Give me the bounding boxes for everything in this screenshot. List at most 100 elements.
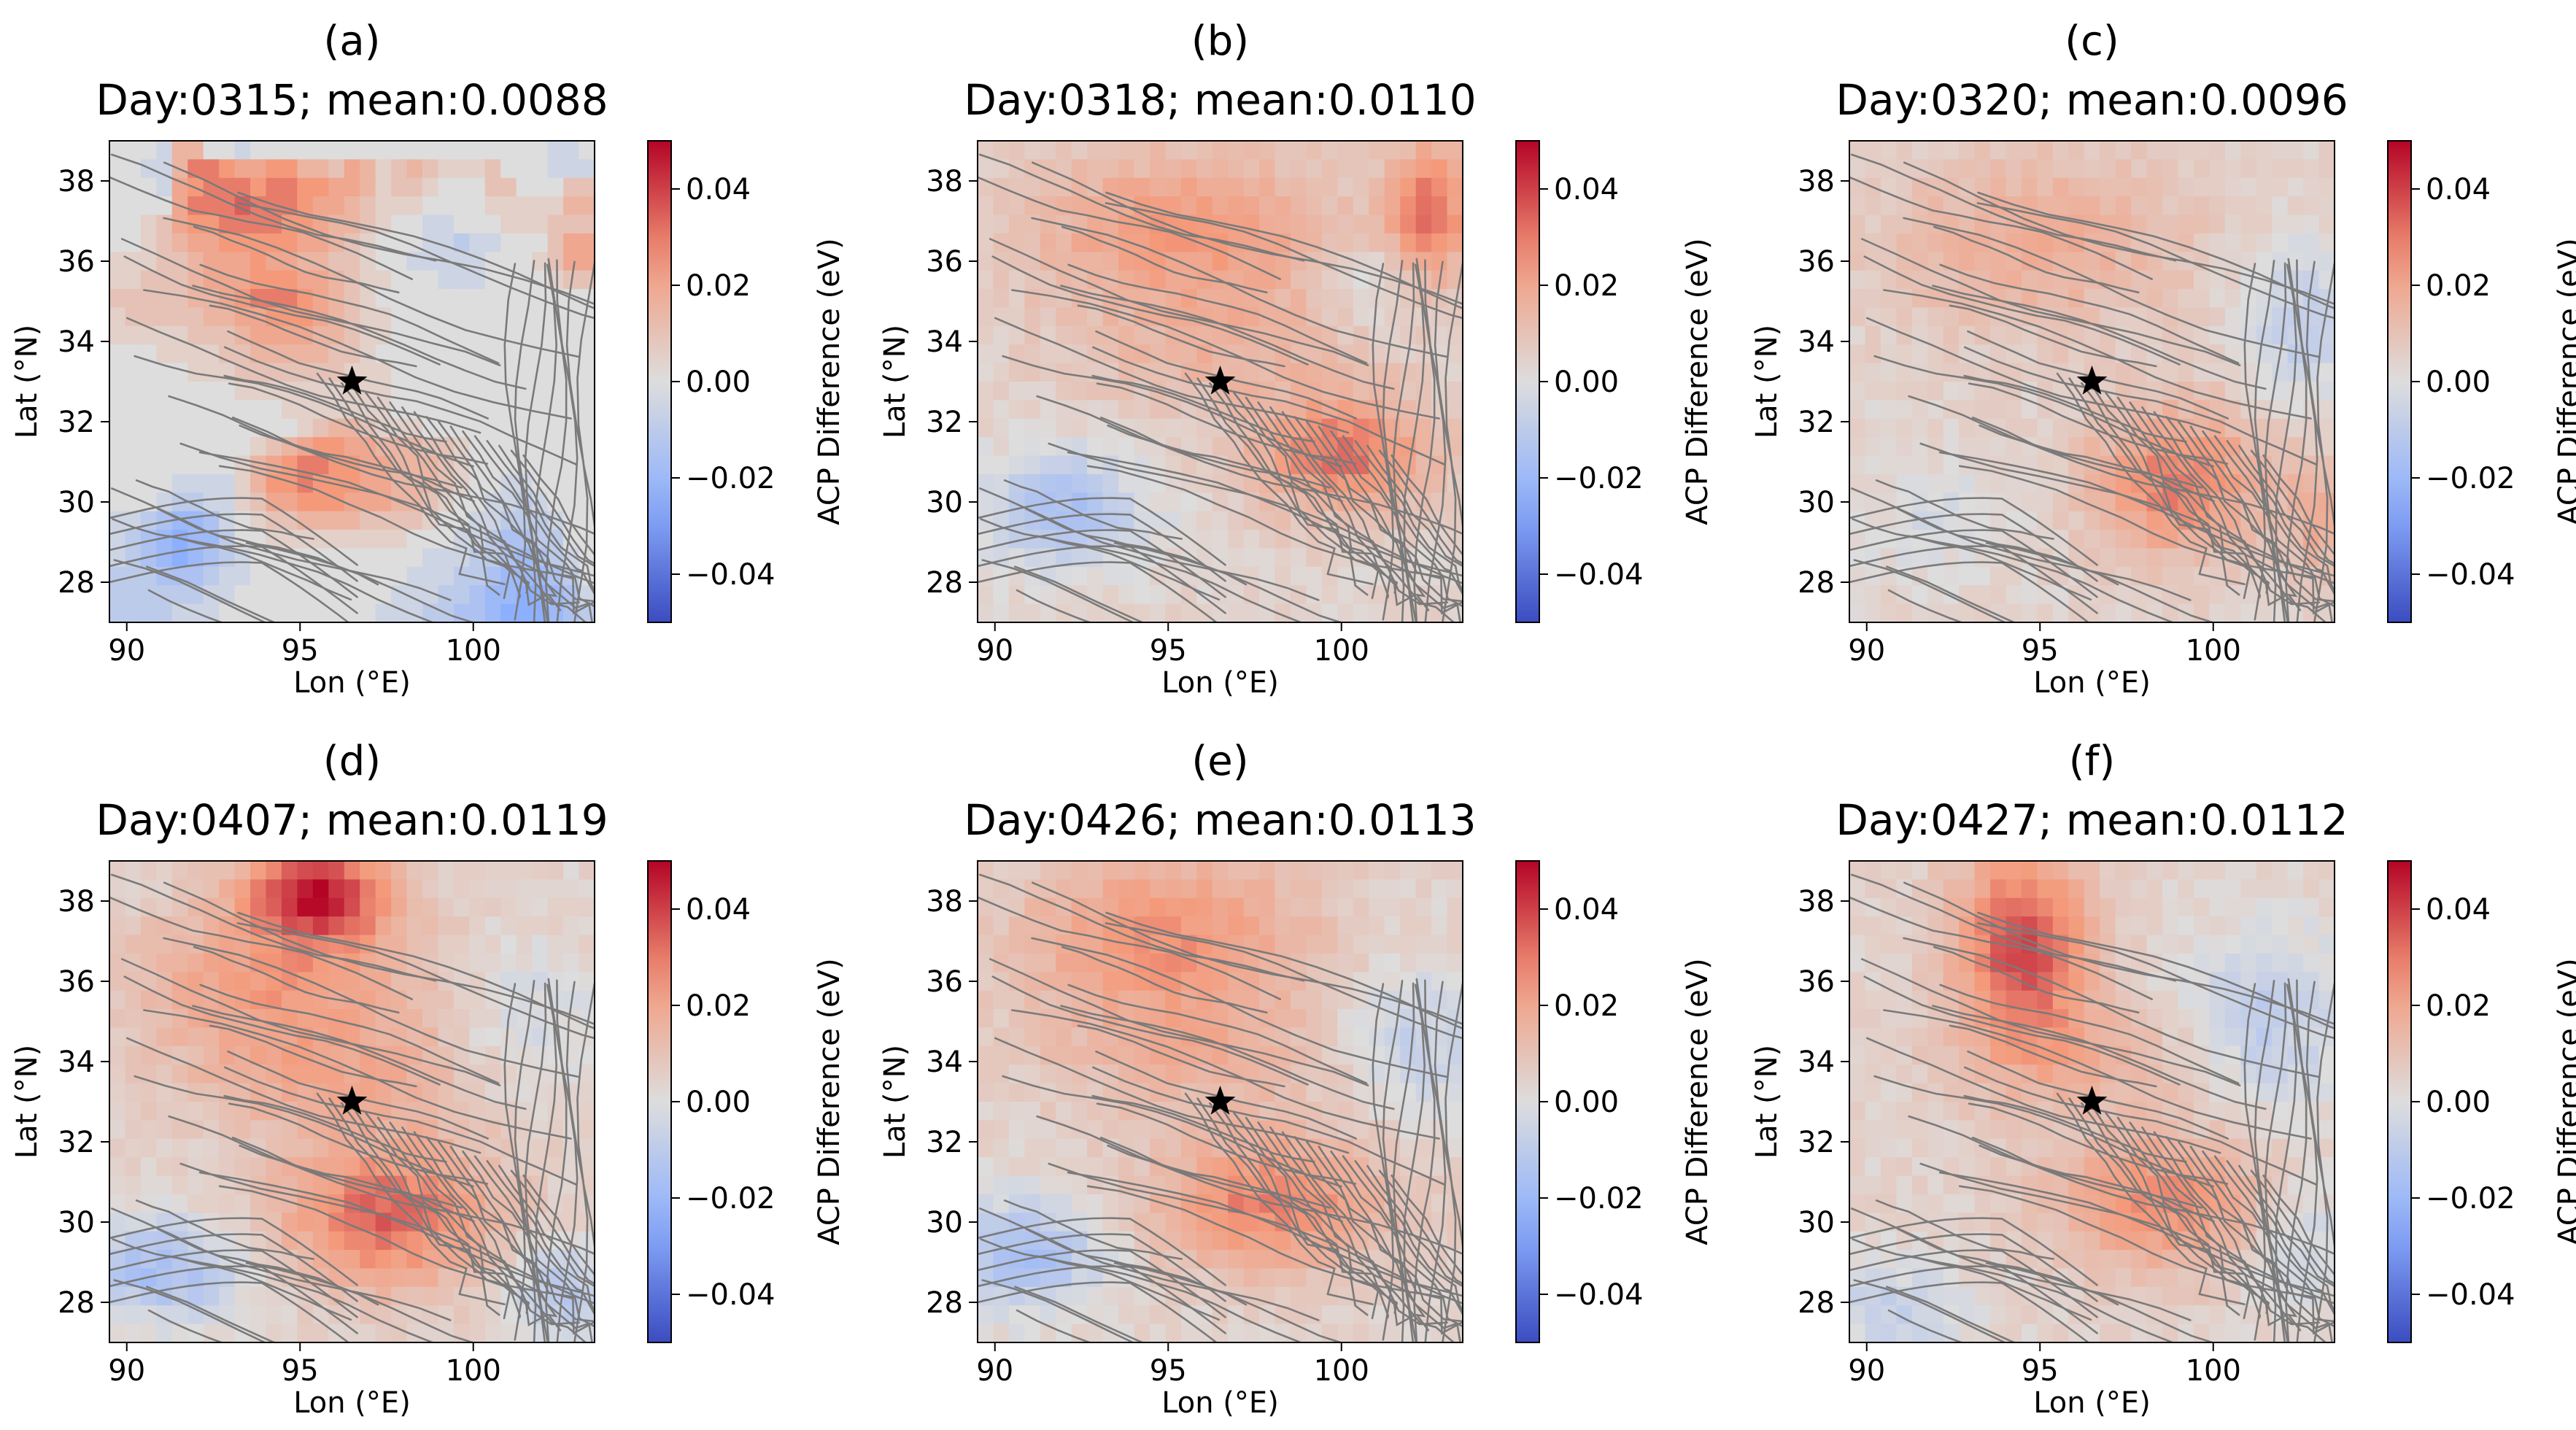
heatmap-cell [2303,861,2320,880]
fault-line [376,396,546,606]
heatmap-cell [406,548,423,568]
heatmap-cell [1400,1046,1417,1065]
heatmap-cell [1259,252,1276,271]
heatmap-cell [579,935,595,954]
heatmap-cell [2068,196,2085,216]
heatmap-cell [1243,159,1260,179]
heatmap-cell [1275,548,1291,568]
heatmap-cell [1865,492,1881,512]
heatmap-cell [2303,196,2320,216]
heatmap-cell [1927,953,1944,973]
heatmap-cell [1149,585,1167,605]
heatmap-cell [1087,141,1104,160]
heatmap-cell [2209,916,2226,936]
heatmap-cell [1369,252,1385,271]
heatmap-cell [1880,382,1897,401]
panel-title: Day:0407; mean:0.0119 [96,795,608,845]
heatmap-cell [2052,252,2069,271]
heatmap-cell [297,492,314,512]
heatmap-cell [993,1268,1010,1288]
heatmap-cell [391,1268,408,1288]
heatmap-cell [1321,418,1338,438]
heatmap-cell [2318,159,2335,179]
heatmap-cell [344,1231,360,1251]
heatmap-cell [1040,363,1056,382]
heatmap-cell [1180,474,1197,493]
heatmap-cell [453,1027,470,1047]
heatmap-cell [484,474,501,493]
heatmap-cell [1849,1102,1866,1121]
heatmap-cell [109,935,126,954]
heatmap-cell [109,1064,126,1084]
heatmap-cell [1149,1194,1167,1213]
fault-line [316,372,506,586]
heatmap-cell [187,252,204,271]
heatmap-cell [140,418,157,438]
heatmap-cell [203,1083,220,1102]
heatmap-cell [1880,916,1897,936]
heatmap-cell [2272,214,2289,234]
heatmap-cell [1087,953,1104,973]
fault-line [413,411,587,622]
heatmap-cell [2303,897,2320,917]
heatmap-cell [219,935,236,954]
heatmap-cell [1149,1231,1167,1251]
heatmap-cell [1275,530,1291,549]
panel-label: (a) [323,18,380,65]
heatmap-cell [1040,437,1056,457]
heatmap-cell [219,1102,236,1121]
heatmap-cell [1990,141,2007,160]
heatmap-cell [1008,1175,1025,1195]
heatmap-cell [171,548,188,568]
heatmap-cell [1040,1194,1056,1213]
heatmap-cell [1102,972,1119,992]
heatmap-cell [171,382,188,401]
heatmap-cell [1400,400,1417,420]
heatmap-cell [993,289,1010,309]
heatmap-cell [125,1268,142,1288]
heatmap-cell [1865,437,1881,457]
heatmap-cell [109,196,126,216]
heatmap-cell [532,916,549,936]
heatmap-cell [1024,897,1041,917]
heatmap-cell [1024,382,1041,401]
fault-line [2285,258,2308,622]
heatmap-cell [532,233,549,252]
heatmap-cell [1943,455,1960,475]
fault-line [994,1037,1350,1154]
heatmap-cell [1880,400,1897,420]
fault-line [994,317,1350,434]
heatmap-cell [1008,400,1025,420]
heatmap-cell [516,252,533,271]
heatmap-cell [203,1157,220,1177]
heatmap-cell [140,307,157,327]
heatmap-cell [406,1083,423,1102]
fault-line [1330,430,1463,608]
heatmap-cell [516,879,533,899]
heatmap-cell [1228,455,1245,475]
heatmap-cell [2303,141,2320,160]
heatmap-cell [1880,1083,1897,1102]
heatmap-cell [2256,233,2273,252]
fault-line [163,937,579,1078]
heatmap-cell [516,214,533,234]
colorbar-tick-label: 0.02 [2426,269,2491,303]
fault-line [486,440,595,593]
heatmap-cell [1447,1175,1463,1195]
fault-line [2116,396,2286,606]
heatmap-cell [234,1157,251,1177]
heatmap-cell [1212,972,1229,992]
heatmap-cell [1849,953,1866,973]
heatmap-cell [1149,603,1167,623]
heatmap-cell [2052,897,2069,917]
heatmap-cell [2100,511,2116,530]
heatmap-cell [1880,289,1897,309]
heatmap-cell [1447,879,1463,899]
heatmap-cell [2146,141,2163,160]
heatmap-cell [250,897,267,917]
heatmap-cell [516,437,533,457]
heatmap-cell [2037,897,2054,917]
heatmap-cell [2272,159,2289,179]
heatmap-cell [2021,1102,2038,1121]
heatmap-cell [978,1305,994,1325]
